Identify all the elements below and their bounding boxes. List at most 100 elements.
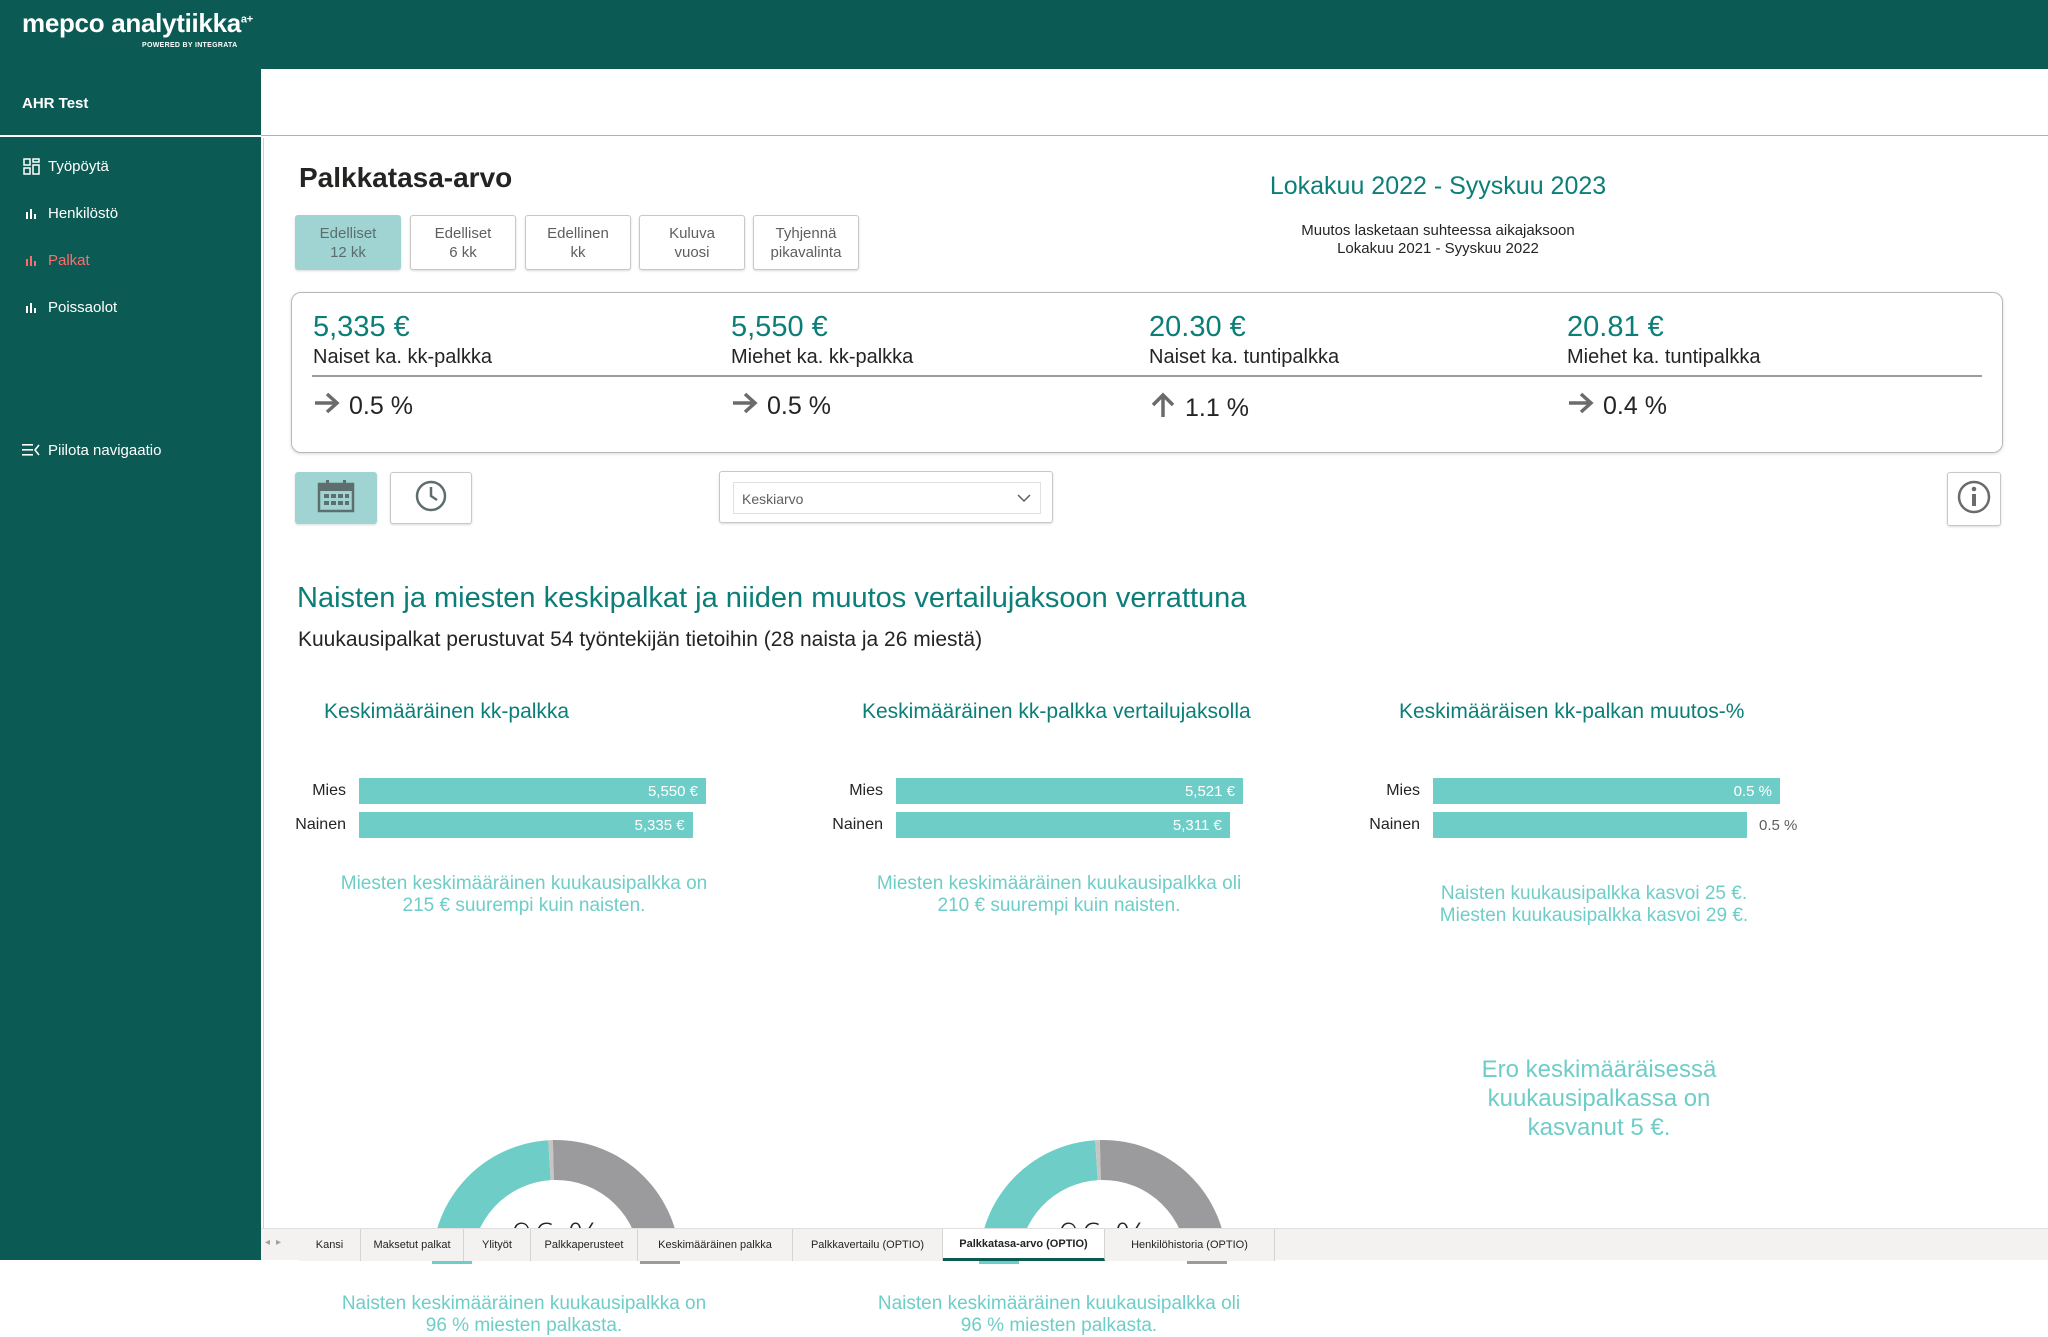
app-logo: mepco analytiikkaa+ POWERED BY INTEGRATA bbox=[22, 8, 253, 49]
calendar-view-button[interactable] bbox=[295, 472, 377, 524]
arrow-right-icon bbox=[313, 391, 341, 422]
button-label: Kuluva bbox=[669, 225, 715, 242]
bar-category-label: Nainen bbox=[1369, 816, 1420, 833]
kpi-change-value: 0.4 % bbox=[1603, 392, 1667, 420]
kpi-change-value: 0.5 % bbox=[767, 392, 831, 420]
tab-ylityot[interactable]: Ylityöt bbox=[464, 1229, 531, 1261]
tenant-name[interactable]: AHR Test bbox=[0, 69, 261, 137]
bar-value-label: 5,311 € bbox=[1172, 817, 1222, 834]
description-line: Miesten keskimääräinen kuukausipalkka ol… bbox=[876, 873, 1242, 894]
button-label: vuosi bbox=[674, 244, 710, 261]
description-line: 215 € suurempi kuin naisten. bbox=[402, 895, 646, 916]
tab-keskimaarainen-palkka[interactable]: Keskimääräinen palkka bbox=[638, 1229, 793, 1261]
kpi-value: 20.30 € bbox=[1149, 311, 1246, 343]
tab-label: Kansi bbox=[315, 1239, 344, 1251]
tab-scroll-arrows[interactable]: ◂▸ bbox=[265, 1237, 288, 1248]
info-icon bbox=[1956, 479, 1992, 520]
hide-navigation-button[interactable]: Piilota navigaatio bbox=[22, 441, 161, 459]
difference-note: Ero keskimääräisessä kuukausipalkassa on… bbox=[1399, 1055, 1799, 1142]
gauge-target-marker bbox=[1095, 1140, 1101, 1181]
tab-maksetut-palkat[interactable]: Maksetut palkat bbox=[361, 1229, 464, 1261]
kpi-women-hourly: 20.30 € Naiset ka. tuntipalkka 1.1 % bbox=[1149, 311, 1549, 422]
collapse-menu-icon bbox=[22, 441, 40, 459]
tab-henkilohistoria[interactable]: Henkilöhistoria (OPTIO) bbox=[1105, 1229, 1275, 1261]
bar[interactable]: 0.5 % bbox=[1433, 778, 1780, 804]
tab-label: Palkkatasa-arvo (OPTIO) bbox=[959, 1237, 1088, 1250]
sidebar-item-tyopoyta[interactable]: Työpöytä bbox=[22, 157, 109, 175]
aggregation-select[interactable]: Keskiarvo bbox=[733, 482, 1041, 514]
bar-row: Nainen 5,335 € bbox=[264, 812, 724, 838]
chart-description: Miesten keskimääräinen kuukausipalkka on… bbox=[304, 873, 744, 917]
kpi-change: 1.1 % bbox=[1149, 391, 1249, 426]
kpi-divider bbox=[312, 375, 1982, 377]
chart-description: Miesten keskimääräinen kuukausipalkka ol… bbox=[839, 873, 1279, 917]
section-subtitle: Kuukausipalkat perustuvat 54 työntekijän… bbox=[298, 628, 983, 651]
quick-select-prev-6-months[interactable]: Edelliset 6 kk bbox=[410, 215, 516, 270]
kpi-label: Miehet ka. tuntipalkka bbox=[1567, 346, 1761, 368]
bar[interactable]: 5,335 € bbox=[359, 812, 693, 838]
clear-quick-select-button[interactable]: Tyhjennä pikavalinta bbox=[753, 215, 859, 270]
hide-navigation-label: Piilota navigaatio bbox=[48, 441, 162, 459]
bar[interactable]: 5,311 € bbox=[896, 812, 1230, 838]
tab-palkkavertailu[interactable]: Palkkavertailu (OPTIO) bbox=[793, 1229, 943, 1261]
button-label: pikavalinta bbox=[770, 244, 842, 261]
powered-by: POWERED BY INTEGRATA bbox=[142, 42, 238, 49]
tab-palkkaperusteet[interactable]: Palkkaperusteet bbox=[531, 1229, 638, 1261]
aggregation-select-container: Keskiarvo bbox=[719, 471, 1053, 523]
kpi-change-value: 0.5 % bbox=[349, 392, 413, 420]
kpi-card: 5,335 € Naiset ka. kk-palkka 0.5 % 5,550… bbox=[291, 292, 2003, 453]
description-line: 96 % miesten palkasta. bbox=[425, 1315, 623, 1336]
tab-palkkatasa-arvo[interactable]: Palkkatasa-arvo (OPTIO) bbox=[943, 1229, 1105, 1261]
period-note-line: Muutos lasketaan suhteessa aikajaksoon bbox=[1301, 222, 1575, 239]
tab-label: Maksetut palkat bbox=[373, 1239, 451, 1251]
sidebar-item-label: Palkat bbox=[48, 251, 90, 269]
quick-select-current-year[interactable]: Kuluva vuosi bbox=[639, 215, 745, 270]
button-label: kk bbox=[570, 244, 586, 261]
kpi-label: Naiset ka. kk-palkka bbox=[313, 346, 492, 368]
bar-category-label: Mies bbox=[1386, 782, 1420, 799]
kpi-change: 0.5 % bbox=[731, 391, 831, 422]
header-area bbox=[261, 69, 2048, 136]
bar-value-label: 0.5 % bbox=[1759, 817, 1798, 834]
button-label: 12 kk bbox=[330, 244, 366, 261]
gauge-target-marker bbox=[548, 1140, 554, 1181]
description-line: Naisten keskimääräinen kuukausipalkka ol… bbox=[877, 1293, 1241, 1314]
sidebar-item-palkat[interactable]: Palkat bbox=[22, 251, 90, 269]
button-label: Edelliset bbox=[434, 225, 492, 242]
description-line: 210 € suurempi kuin naisten. bbox=[937, 895, 1181, 916]
arrow-right-icon bbox=[731, 391, 759, 422]
page-tabs-bar: ◂▸ Kansi Maksetut palkat Ylityöt Palkkap… bbox=[261, 1228, 2048, 1261]
description-line: Miesten keskimääräinen kuukausipalkka on bbox=[340, 873, 708, 894]
sidebar-item-poissaolot[interactable]: Poissaolot bbox=[22, 298, 117, 316]
tab-label: Keskimääräinen palkka bbox=[658, 1239, 772, 1251]
quick-select-prev-12-months[interactable]: Edelliset 12 kk bbox=[295, 215, 401, 270]
tab-label: Palkkaperusteet bbox=[544, 1239, 624, 1251]
bar[interactable]: 5,521 € bbox=[896, 778, 1243, 804]
chart-title: Keskimääräinen kk-palkka vertailujaksoll… bbox=[862, 700, 1251, 723]
bar-value-label: 5,521 € bbox=[1184, 783, 1235, 800]
description-line: Ero keskimääräisessä bbox=[1481, 1056, 1717, 1083]
bar-value-label: 5,335 € bbox=[634, 817, 685, 834]
section-title: Naisten ja miesten keskipalkat ja niiden… bbox=[297, 582, 1247, 614]
description-line: kasvanut 5 €. bbox=[1527, 1114, 1671, 1141]
gauge-description: Naisten keskimääräinen kuukausipalkka on… bbox=[304, 1293, 744, 1337]
bar[interactable] bbox=[1433, 812, 1748, 838]
dashboard-icon bbox=[22, 157, 40, 175]
period-title: Lokakuu 2022 - Syyskuu 2023 bbox=[1269, 172, 1607, 200]
description-line: 96 % miesten palkasta. bbox=[960, 1315, 1158, 1336]
info-button[interactable] bbox=[1947, 472, 2001, 526]
sidebar-item-henkilosto[interactable]: Henkilöstö bbox=[22, 204, 118, 222]
brand-superscript: a+ bbox=[240, 13, 253, 26]
kpi-change: 0.4 % bbox=[1567, 391, 1667, 422]
history-view-button[interactable] bbox=[390, 472, 472, 524]
brand-name: mepco analytiikka bbox=[22, 8, 241, 38]
top-bar: mepco analytiikkaa+ POWERED BY INTEGRATA bbox=[0, 0, 2048, 69]
tab-kansi[interactable]: Kansi bbox=[299, 1229, 361, 1261]
report-canvas: Palkkatasa-arvo Lokakuu 2022 - Syyskuu 2… bbox=[263, 138, 2048, 1336]
quick-select-prev-month[interactable]: Edellinen kk bbox=[525, 215, 631, 270]
gauge-description: Naisten keskimääräinen kuukausipalkka ol… bbox=[839, 1293, 1279, 1337]
page-title: Palkkatasa-arvo bbox=[299, 162, 513, 193]
kpi-label: Miehet ka. kk-palkka bbox=[731, 346, 914, 368]
bar[interactable]: 5,550 € bbox=[359, 778, 706, 804]
bar-row: Mies 5,521 € bbox=[801, 778, 1261, 804]
